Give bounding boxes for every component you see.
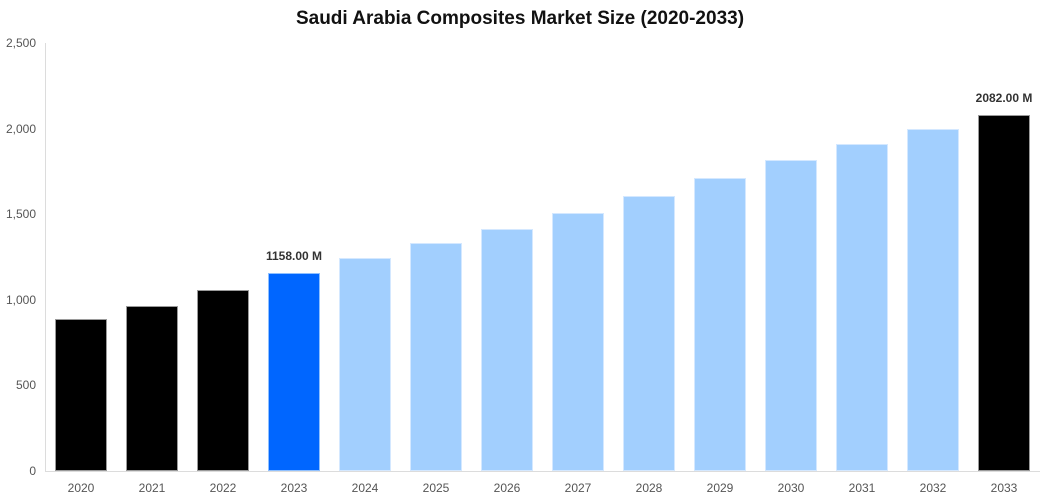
bar-2023[interactable] [268,272,320,471]
x-tick-label: 2031 [848,481,876,495]
x-tick-label: 2020 [67,481,95,495]
x-tick-label: 2030 [777,481,805,495]
x-tick-label: 2025 [422,481,450,495]
x-tick-label: 2032 [919,481,947,495]
bar-2022[interactable] [197,289,249,471]
y-axis-line [45,43,46,471]
x-tick-label: 2023 [280,481,308,495]
x-tick-label: 2026 [493,481,521,495]
bar-2021[interactable] [126,305,178,471]
bar-2026[interactable] [481,228,533,471]
x-tick-label: 2027 [564,481,592,495]
bar-2031[interactable] [836,144,888,471]
y-tick-label: 1,000 [5,292,36,307]
y-tick-label: 500 [15,378,36,393]
y-tick-label: 0 [29,464,36,478]
bar-2029[interactable] [694,177,746,471]
bar-2030[interactable] [765,159,817,471]
bar-2020[interactable] [55,318,107,471]
x-tick-label: 2029 [706,481,734,495]
value-label-2033: 2082.00 M [975,90,1033,105]
x-tick-label: 2033 [990,481,1018,495]
y-tick-label: 1,500 [5,207,36,222]
value-label-2023: 1158.00 M [265,248,323,263]
x-tick-label: 2028 [635,481,663,495]
y-tick-label: 2,500 [5,36,36,50]
x-tick-label: 2024 [351,481,379,495]
bar-2032[interactable] [907,128,959,471]
x-tick-label: 2021 [138,481,166,495]
bar-2027[interactable] [552,212,604,471]
y-tick-label: 2,000 [5,121,36,136]
bar-2033[interactable] [978,114,1030,471]
x-axis-line [45,471,1040,472]
x-tick-label: 2022 [209,481,237,495]
bar-2024[interactable] [339,257,391,471]
bar-2025[interactable] [410,242,462,471]
chart-title: Saudi Arabia Composites Market Size (202… [295,8,745,29]
bar-2028[interactable] [623,195,675,471]
